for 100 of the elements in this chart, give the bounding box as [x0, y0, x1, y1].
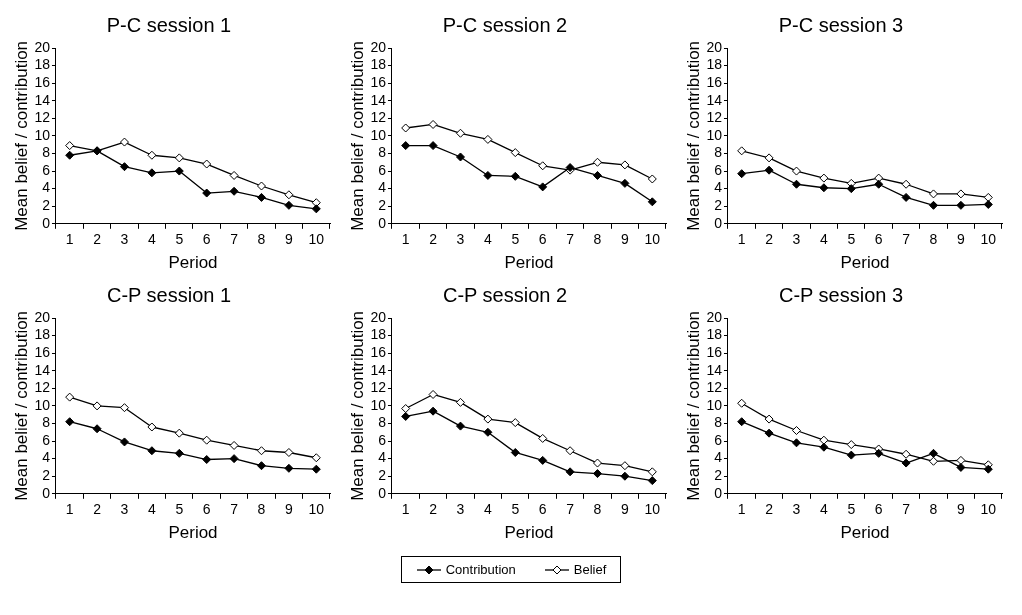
y-tick-label: 4: [42, 449, 51, 466]
legend-label: Belief: [573, 562, 607, 577]
y-tick-label: 12: [370, 379, 387, 396]
x-tick-label: 4: [147, 231, 156, 248]
x-tick-label: 8: [257, 501, 266, 518]
x-tick-label: 7: [902, 501, 911, 518]
y-tick-label: 2: [42, 197, 51, 214]
y-tick-label: 14: [706, 91, 723, 108]
x-tick-label: 6: [538, 231, 547, 248]
x-tick-label: 9: [285, 501, 293, 518]
x-tick-label: 2: [429, 501, 438, 518]
x-tick-label: 1: [65, 501, 74, 518]
y-tick-label: 14: [370, 361, 387, 378]
x-tick-label: 7: [566, 231, 575, 248]
y-tick-label: 6: [42, 431, 51, 448]
chart-title: C-P session 3: [778, 283, 904, 306]
y-axis-title: Mean belief / contribution: [683, 40, 703, 231]
y-tick-label: 6: [42, 161, 51, 178]
y-tick-label: 4: [42, 179, 51, 196]
y-tick-label: 12: [34, 379, 51, 396]
y-tick-label: 18: [706, 56, 723, 73]
y-tick-label: 0: [42, 214, 51, 231]
y-tick-label: 14: [34, 361, 51, 378]
x-tick-label: 8: [257, 231, 266, 248]
y-tick-label: 0: [714, 214, 723, 231]
x-tick-label: 8: [929, 231, 938, 248]
x-tick-label: 3: [120, 231, 129, 248]
y-tick-label: 20: [370, 38, 387, 55]
y-tick-label: 10: [34, 126, 51, 143]
x-tick-label: 9: [285, 231, 293, 248]
y-axis-title: Mean belief / contribution: [347, 310, 367, 501]
chart-title: C-P session 1: [106, 283, 232, 306]
y-tick-label: 16: [370, 344, 387, 361]
x-tick-label: 10: [644, 501, 661, 518]
y-tick-label: 6: [378, 431, 387, 448]
y-tick-label: 0: [42, 484, 51, 501]
x-tick-label: 8: [593, 231, 602, 248]
chart-title: P-C session 3: [778, 13, 904, 36]
chart-title: P-C session 2: [442, 13, 568, 36]
x-tick-label: 10: [980, 501, 997, 518]
y-tick-label: 20: [706, 308, 723, 325]
x-tick-label: 8: [593, 501, 602, 518]
x-tick-label: 1: [737, 231, 746, 248]
y-tick-label: 12: [706, 379, 723, 396]
y-axis-title: Mean belief / contribution: [347, 40, 367, 231]
y-tick-label: 18: [34, 56, 51, 73]
y-tick-label: 10: [706, 126, 723, 143]
y-tick-label: 16: [706, 74, 723, 91]
y-tick-label: 2: [42, 467, 51, 484]
y-tick-label: 18: [370, 326, 387, 343]
x-tick-label: 10: [980, 231, 997, 248]
chart-title: P-C session 1: [106, 13, 232, 36]
x-tick-label: 4: [819, 501, 828, 518]
x-tick-label: 4: [483, 501, 492, 518]
x-tick-label: 4: [819, 231, 828, 248]
x-tick-label: 10: [308, 231, 325, 248]
y-tick-label: 8: [378, 414, 387, 431]
x-axis-title: Period: [504, 523, 554, 543]
x-tick-label: 4: [147, 501, 156, 518]
x-tick-label: 6: [874, 501, 883, 518]
x-tick-label: 5: [511, 501, 520, 518]
y-tick-label: 8: [42, 414, 51, 431]
y-tick-label: 16: [370, 74, 387, 91]
y-tick-label: 6: [378, 161, 387, 178]
y-tick-label: 20: [34, 308, 51, 325]
x-tick-label: 7: [902, 231, 911, 248]
y-tick-label: 10: [34, 396, 51, 413]
y-tick-label: 10: [370, 396, 387, 413]
y-tick-label: 18: [34, 326, 51, 343]
x-tick-label: 9: [621, 501, 629, 518]
x-tick-label: 9: [957, 501, 965, 518]
y-axis-title: Mean belief / contribution: [683, 310, 703, 501]
x-tick-label: 2: [765, 231, 774, 248]
y-tick-label: 6: [714, 431, 723, 448]
y-tick-label: 2: [714, 467, 723, 484]
y-axis-title: Mean belief / contribution: [11, 40, 31, 231]
y-tick-label: 20: [370, 308, 387, 325]
y-tick-label: 0: [714, 484, 723, 501]
y-tick-label: 4: [378, 179, 387, 196]
x-tick-label: 3: [792, 501, 801, 518]
y-tick-label: 2: [378, 467, 387, 484]
x-tick-label: 1: [737, 501, 746, 518]
x-axis-title: Period: [168, 253, 218, 273]
x-tick-label: 10: [308, 501, 325, 518]
y-tick-label: 0: [378, 484, 387, 501]
x-tick-label: 3: [792, 231, 801, 248]
y-tick-label: 4: [378, 449, 387, 466]
y-tick-label: 14: [370, 91, 387, 108]
y-tick-label: 8: [42, 144, 51, 161]
x-axis-title: Period: [168, 523, 218, 543]
y-tick-label: 20: [34, 38, 51, 55]
y-tick-label: 14: [706, 361, 723, 378]
x-tick-label: 4: [483, 231, 492, 248]
y-tick-label: 2: [714, 197, 723, 214]
y-tick-label: 18: [370, 56, 387, 73]
x-axis-title: Period: [840, 523, 890, 543]
x-tick-label: 7: [230, 231, 239, 248]
x-tick-label: 6: [874, 231, 883, 248]
x-tick-label: 3: [456, 231, 465, 248]
x-tick-label: 6: [202, 501, 211, 518]
